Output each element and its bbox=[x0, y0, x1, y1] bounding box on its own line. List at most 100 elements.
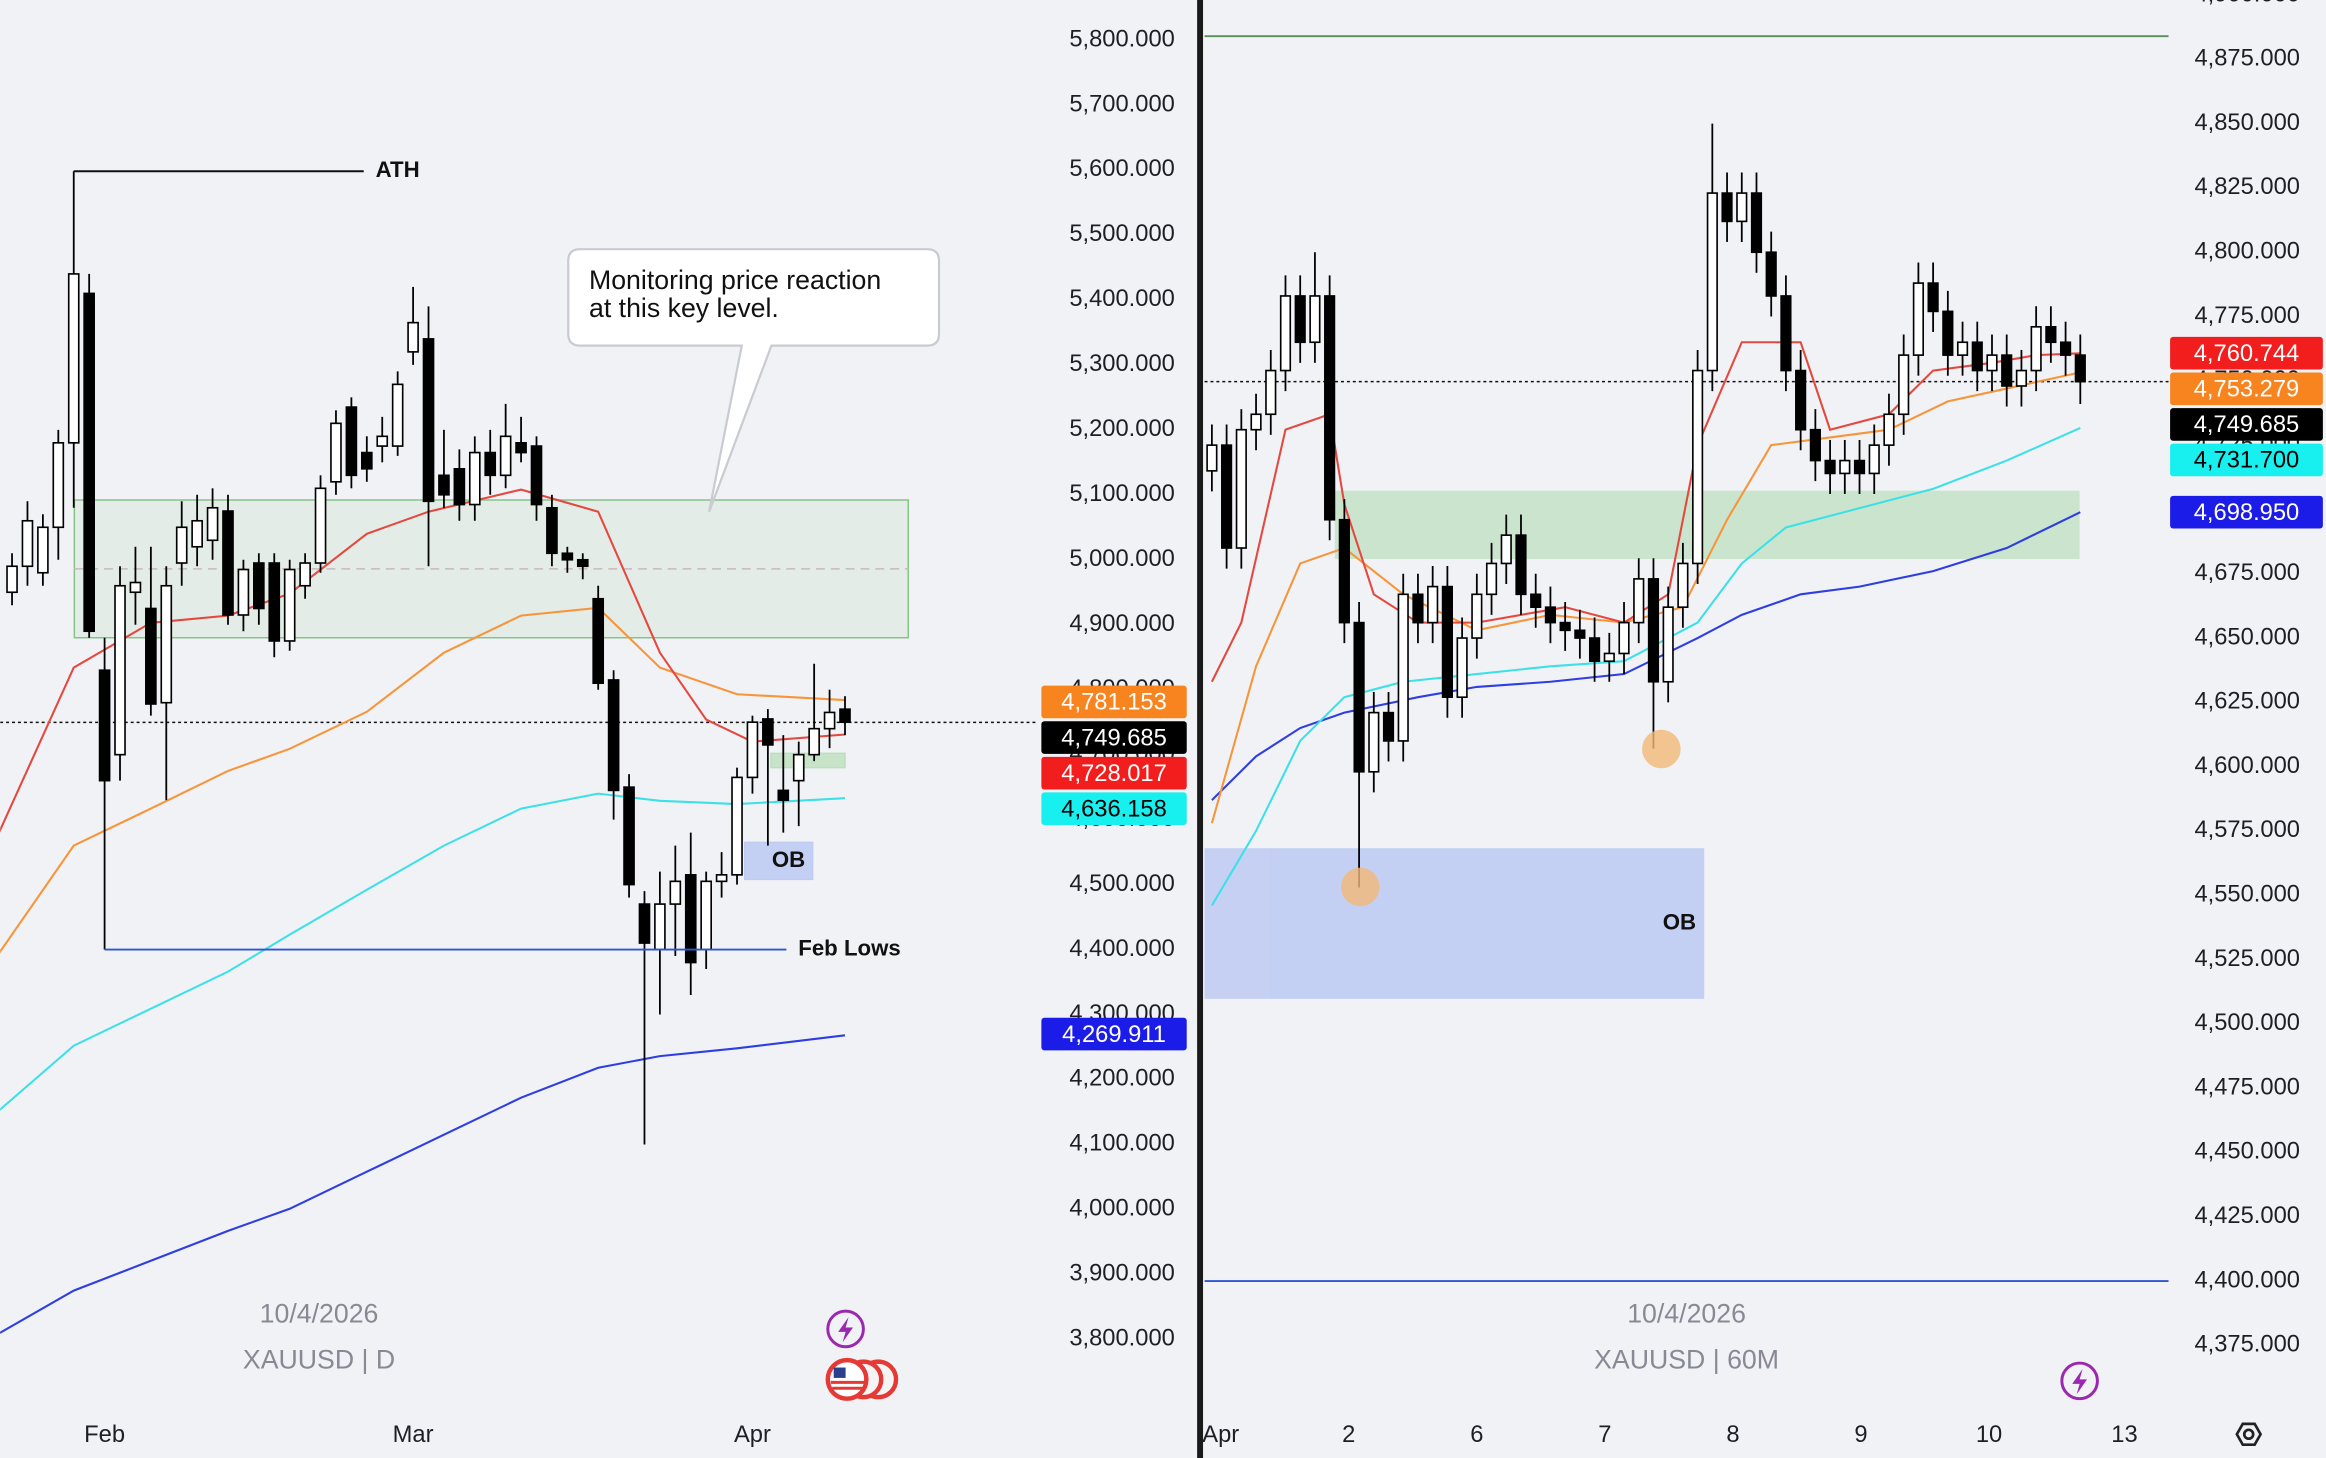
panel-divider bbox=[1197, 0, 1204, 1458]
candle-body bbox=[2074, 354, 2086, 383]
candle-body bbox=[422, 338, 435, 503]
candle-body bbox=[1662, 606, 1674, 683]
candle-body bbox=[6, 565, 18, 594]
candle-body bbox=[407, 321, 419, 353]
candle-body bbox=[546, 506, 558, 555]
candle-body bbox=[206, 506, 219, 542]
price-tag-label: 4,698.950 bbox=[2194, 500, 2300, 526]
y-tick-label: 4,600.000 bbox=[2194, 753, 2300, 779]
candle-body bbox=[299, 562, 311, 587]
x-tick-label: Mar bbox=[393, 1422, 434, 1448]
highlight-marker bbox=[1642, 729, 1681, 769]
watermark: XAUUSD | D bbox=[243, 1345, 395, 1375]
candle-body bbox=[1677, 562, 1689, 608]
candle-body bbox=[2045, 326, 2057, 344]
candle-body bbox=[1235, 428, 1247, 549]
price-tag-label: 4,636.158 bbox=[1061, 796, 1167, 822]
candle-body bbox=[1839, 459, 1851, 475]
candle-body bbox=[191, 519, 203, 548]
y-tick-label: 4,900.000 bbox=[1069, 611, 1175, 637]
callout: Monitoring price reaction at this key le… bbox=[567, 248, 941, 513]
alert-icon[interactable] bbox=[826, 1309, 865, 1349]
price-tag bbox=[2170, 495, 2323, 529]
candle-body bbox=[1559, 621, 1571, 632]
candle-body bbox=[376, 435, 389, 447]
y-tick-label: 5,000.000 bbox=[1069, 546, 1175, 572]
candle-body bbox=[1427, 585, 1439, 624]
moving-average-line bbox=[0, 792, 846, 1111]
candle-body bbox=[684, 874, 697, 964]
candle-body bbox=[1912, 282, 1924, 356]
y-tick-label: 5,400.000 bbox=[1069, 286, 1175, 312]
price-tag-label: 4,269.911 bbox=[1062, 1022, 1166, 1048]
annotation-label: Feb Lows bbox=[798, 935, 901, 960]
y-tick-label: 4,400.000 bbox=[2194, 1267, 2300, 1293]
candle-body bbox=[592, 597, 605, 685]
x-tick-label: Apr bbox=[1202, 1422, 1239, 1448]
candle-body bbox=[67, 273, 80, 444]
y-tick-label: 4,800.000 bbox=[2194, 238, 2300, 264]
x-tick-label: 6 bbox=[1470, 1422, 1483, 1448]
candle-body bbox=[1971, 341, 1983, 372]
y-tick-label: 4,775.000 bbox=[2194, 303, 2300, 329]
settings-icon[interactable] bbox=[2235, 1422, 2263, 1446]
plot-area bbox=[1204, 35, 2169, 1283]
candle-body bbox=[1736, 192, 1748, 223]
candle-body bbox=[1898, 354, 1910, 416]
y-tick-label: 5,500.000 bbox=[1069, 221, 1175, 247]
price-tag bbox=[1041, 792, 1187, 826]
candle-body bbox=[1338, 518, 1350, 624]
y-tick-label: 4,525.000 bbox=[2194, 946, 2300, 972]
candle-body bbox=[1250, 413, 1262, 431]
y-tick-label: 3,800.000 bbox=[1069, 1326, 1175, 1352]
zone bbox=[1204, 848, 1705, 999]
candle-body bbox=[1324, 295, 1336, 521]
x-tick-label: 7 bbox=[1598, 1422, 1611, 1448]
callout-line: Monitoring price reaction bbox=[589, 265, 881, 295]
price-tag bbox=[2170, 443, 2323, 477]
candle-body bbox=[1706, 192, 1718, 372]
candle-body bbox=[607, 679, 620, 792]
zone-label: OB bbox=[1663, 909, 1696, 934]
candle-body bbox=[484, 451, 497, 477]
y-tick-label: 4,500.000 bbox=[1069, 871, 1175, 897]
candle-body bbox=[330, 422, 342, 483]
candle-body bbox=[1750, 192, 1763, 254]
price-tag-label: 4,749.685 bbox=[2194, 412, 2300, 438]
y-tick-label: 4,575.000 bbox=[2194, 817, 2300, 843]
y-tick-label: 4,200.000 bbox=[1069, 1066, 1175, 1092]
y-tick-label: 4,650.000 bbox=[2194, 624, 2300, 650]
candle-body bbox=[1294, 295, 1306, 344]
candle-body bbox=[1515, 534, 1527, 596]
candle-body bbox=[391, 383, 404, 447]
candle-body bbox=[1206, 444, 1218, 472]
price-tag bbox=[1041, 1017, 1187, 1051]
candle-body bbox=[762, 718, 774, 746]
zone bbox=[1334, 490, 2080, 560]
price-tag bbox=[2170, 372, 2323, 406]
candle-body bbox=[160, 584, 173, 704]
y-tick-label: 4,900.000 bbox=[2194, 0, 2300, 7]
candle-body bbox=[453, 467, 466, 506]
candle-body bbox=[1824, 459, 1836, 475]
candle-body bbox=[52, 442, 65, 529]
x-tick-label: 2 bbox=[1342, 1422, 1355, 1448]
candle-body bbox=[1721, 192, 1733, 223]
candle-body bbox=[746, 721, 759, 779]
candle-body bbox=[823, 711, 836, 730]
candle-body bbox=[1588, 637, 1601, 663]
price-tag bbox=[2170, 408, 2323, 441]
candle-body bbox=[530, 445, 543, 506]
candle-body bbox=[1471, 593, 1483, 639]
candle-body bbox=[1956, 341, 1969, 356]
zone-label: OB bbox=[772, 847, 805, 872]
candle-body bbox=[1368, 711, 1380, 773]
flag-icons[interactable] bbox=[825, 1357, 899, 1401]
candle-body bbox=[654, 903, 666, 951]
candle-body bbox=[2030, 326, 2042, 372]
candle-body bbox=[515, 442, 527, 454]
alert-icon[interactable] bbox=[2060, 1361, 2099, 1401]
candle-body bbox=[222, 510, 234, 616]
price-tag-label: 4,753.279 bbox=[2194, 377, 2300, 403]
